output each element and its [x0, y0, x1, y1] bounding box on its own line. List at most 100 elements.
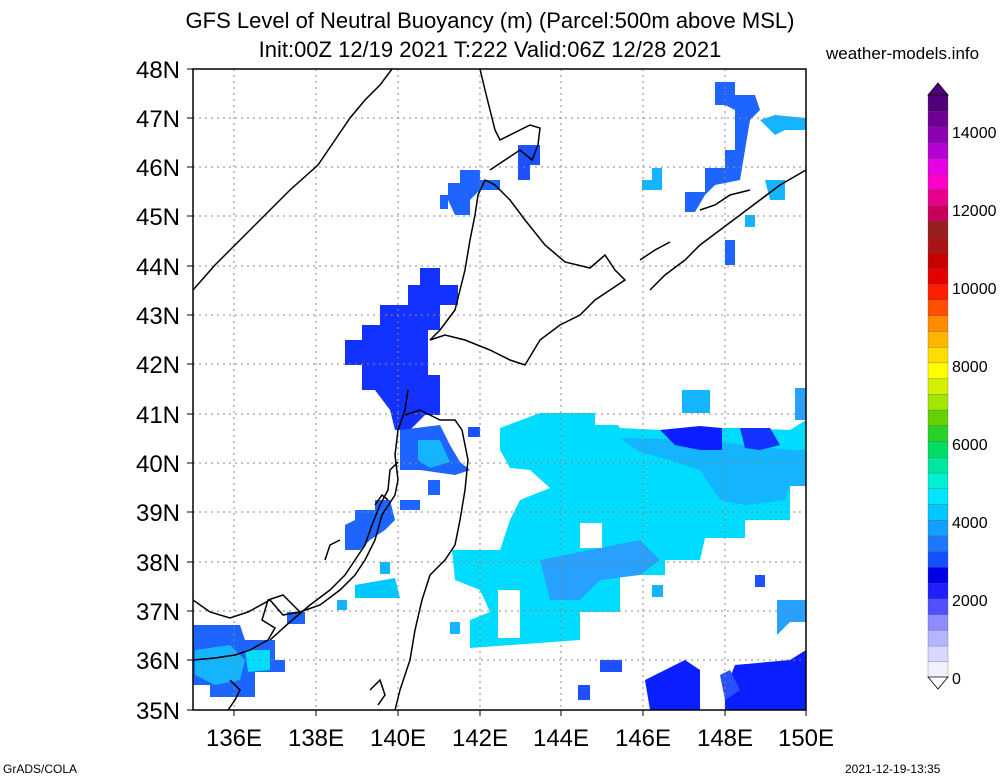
- colorbar-swatch: [927, 613, 949, 631]
- colorbar-label: 14000: [952, 125, 997, 142]
- colorbar-label: 12000: [952, 203, 997, 220]
- colorbar-swatch: [927, 629, 949, 647]
- lon-label: 142E: [452, 725, 508, 752]
- lon-label: 146E: [615, 725, 671, 752]
- colorbar-swatch: [927, 330, 949, 348]
- colorbar-swatch: [927, 110, 949, 128]
- lon-label: 144E: [533, 725, 589, 752]
- lat-label: 43N: [136, 303, 180, 330]
- colorbar-swatch: [927, 488, 949, 505]
- lat-label: 44N: [136, 254, 180, 281]
- colorbar-swatch: [927, 204, 949, 222]
- field-pacific-lightblue: [620, 438, 806, 505]
- field-north-blue: [448, 170, 500, 215]
- field-ne-blue: [685, 82, 760, 212]
- colorbar-swatch: [927, 456, 949, 474]
- colorbar-swatch: [927, 362, 949, 379]
- colorbar-swatch: [927, 315, 949, 332]
- coast-sakhalin: [479, 69, 541, 171]
- lon-label: 148E: [697, 725, 753, 752]
- map-title-line1: GFS Level of Neutral Buoyancy (m) (Parce…: [185, 8, 795, 33]
- colorbar-swatch: [927, 346, 949, 364]
- coastlines: [193, 69, 806, 710]
- coast-sado: [374, 493, 389, 506]
- field-pacific-lightblue-2: [540, 540, 660, 600]
- field-deep-blue-east: [660, 426, 722, 450]
- colorbar-swatch: [927, 236, 949, 253]
- lon-label: 138E: [288, 725, 344, 752]
- lat-label: 46N: [136, 155, 180, 182]
- colorbar-swatch: [927, 173, 949, 191]
- lat-label: 45N: [136, 204, 180, 231]
- lat-label: 41N: [136, 402, 180, 429]
- colorbar-swatch: [927, 142, 949, 159]
- colorbar-swatch: [927, 440, 949, 458]
- colorbar-swatch: [927, 189, 949, 206]
- colorbar-swatch: [927, 377, 949, 395]
- colorbar-label: 0: [952, 671, 961, 688]
- colorbar-swatch: [927, 283, 949, 301]
- coast-izu: [369, 678, 386, 706]
- colorbar-max-arrow: [927, 82, 949, 96]
- field-se-deep-blue: [725, 650, 806, 710]
- field-west-coast-blue: [345, 500, 395, 550]
- coast-tsugaru: [404, 409, 463, 431]
- map-frame: [192, 68, 807, 711]
- colorbar-swatch: [927, 220, 949, 238]
- coast-asia-mainland: [193, 69, 393, 291]
- colorbar-swatch: [927, 409, 949, 426]
- lat-label: 38N: [136, 550, 180, 577]
- colorbar-swatch: [927, 252, 949, 269]
- colorbar-swatch: [927, 519, 949, 537]
- colorbar-swatch: [927, 661, 949, 678]
- colorbar-swatch: [927, 551, 949, 568]
- coast-hokkaido: [429, 178, 627, 366]
- axis-ticks: [187, 68, 807, 716]
- field-east-edge: [682, 390, 710, 413]
- lon-label: 140E: [370, 725, 426, 752]
- coast-oshima: [227, 679, 241, 710]
- colorbar-swatch: [927, 393, 949, 411]
- grid-lines: [193, 69, 806, 710]
- colorbar-swatch: [927, 126, 949, 143]
- colorbar: [927, 82, 949, 690]
- footer-grads-label: GrADS/COLA: [3, 762, 78, 776]
- colorbar-swatch: [927, 582, 949, 600]
- lat-label: 37N: [136, 599, 180, 626]
- lat-label: 47N: [136, 106, 180, 133]
- coast-kurils: [649, 169, 806, 291]
- lon-label: 136E: [206, 725, 262, 752]
- coast-honshu-east: [394, 429, 469, 710]
- colorbar-swatch: [927, 267, 949, 285]
- colorbar-swatch: [927, 472, 949, 489]
- colorbar-swatch: [927, 157, 949, 175]
- colorbar-label: 6000: [952, 437, 988, 454]
- lat-label: 35N: [136, 698, 180, 725]
- latitude-labels: 48N 47N 46N 45N 44N 43N 42N 41N 40N 39N …: [136, 57, 180, 725]
- colorbar-swatch: [927, 425, 949, 442]
- colorbar-label: 10000: [952, 281, 997, 298]
- colorbar-swatch: [927, 566, 949, 584]
- lat-label: 39N: [136, 500, 180, 527]
- lat-label: 40N: [136, 451, 180, 478]
- coast-noto: [324, 539, 341, 561]
- field-hokkaido-blue: [345, 268, 458, 430]
- lat-label: 36N: [136, 648, 180, 675]
- coast-korea-russia: [193, 389, 409, 619]
- map-title-line2: Init:00Z 12/19 2021 T:222 Valid:06Z 12/2…: [258, 37, 722, 62]
- site-label[interactable]: weather-models.info: [826, 44, 980, 63]
- colorbar-label: 2000: [952, 593, 988, 610]
- colorbar-swatch: [927, 598, 949, 615]
- colorbar-swatch: [927, 299, 949, 316]
- footer-timestamp: 2021-12-19-13:35: [845, 762, 941, 776]
- colorbar-label: 4000: [952, 515, 988, 532]
- longitude-labels: 136E 138E 140E 142E 144E 146E 148E 150E: [206, 725, 834, 752]
- coast-honshu: [193, 594, 301, 661]
- colorbar-swatch: [927, 503, 949, 521]
- field-deep-blue-east2: [740, 428, 780, 450]
- coast-japan-west: [269, 461, 399, 641]
- colorbar-min-arrow: [927, 676, 949, 690]
- lat-label: 48N: [136, 57, 180, 84]
- colorbar-swatch: [927, 645, 949, 662]
